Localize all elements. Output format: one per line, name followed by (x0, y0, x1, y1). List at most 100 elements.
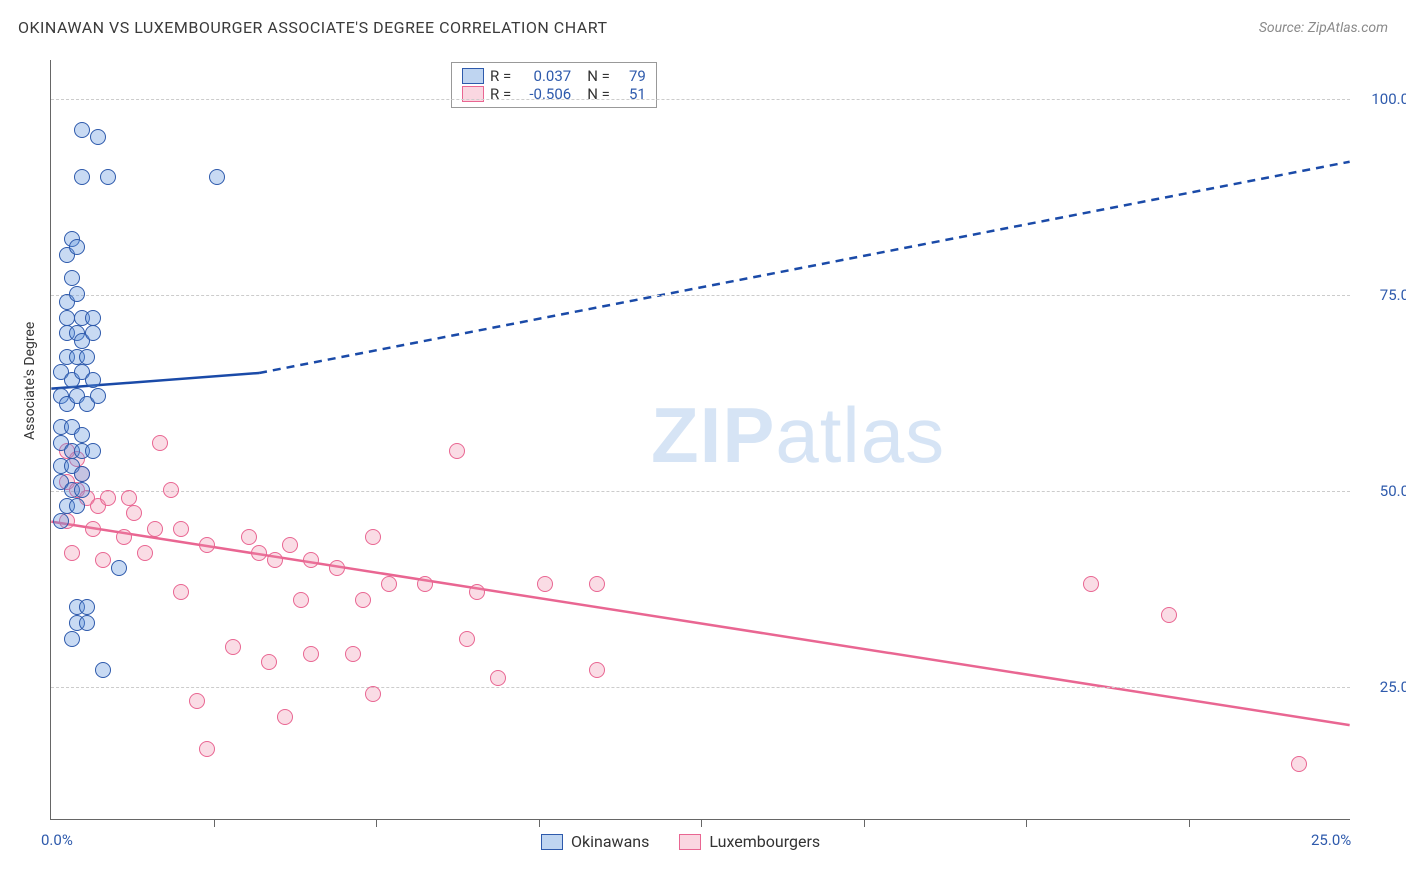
data-point (85, 521, 101, 537)
data-point (199, 741, 215, 757)
data-point (345, 646, 361, 662)
data-point (381, 576, 397, 592)
data-point (53, 513, 69, 529)
x-tick-label: 25.0% (1311, 831, 1351, 849)
legend-item: Okinawans (541, 832, 649, 851)
data-point (95, 662, 111, 678)
data-point (116, 529, 132, 545)
gridline (51, 687, 1350, 688)
data-point (69, 239, 85, 255)
data-point (469, 584, 485, 600)
data-point (189, 693, 205, 709)
data-point (147, 521, 163, 537)
legend-label: Luxembourgers (709, 832, 820, 851)
data-point (79, 599, 95, 615)
data-point (79, 349, 95, 365)
data-point (126, 505, 142, 521)
n-label: N = (587, 85, 610, 103)
data-point (74, 482, 90, 498)
legend-stat-row: R = 0.037 N = 79 (462, 67, 646, 85)
data-point (90, 129, 106, 145)
y-tick-label: 100.0% (1360, 90, 1406, 108)
data-point (74, 427, 90, 443)
x-tick (1189, 819, 1190, 827)
legend-item: Luxembourgers (679, 832, 820, 851)
data-point (85, 372, 101, 388)
data-point (69, 498, 85, 514)
data-point (225, 639, 241, 655)
y-tick-label: 50.0% (1360, 482, 1406, 500)
data-point (173, 521, 189, 537)
data-point (449, 443, 465, 459)
r-label: R = (490, 67, 511, 85)
x-tick (214, 819, 215, 827)
data-point (74, 122, 90, 138)
data-point (261, 654, 277, 670)
gridline (51, 99, 1350, 100)
data-point (85, 310, 101, 326)
data-point (1291, 756, 1307, 772)
legend-swatch (541, 834, 563, 850)
data-point (111, 560, 127, 576)
data-point (64, 270, 80, 286)
legend-swatch (679, 834, 701, 850)
data-point (537, 576, 553, 592)
data-point (95, 552, 111, 568)
x-tick (701, 819, 702, 827)
data-point (199, 537, 215, 553)
r-label: R = (490, 85, 511, 103)
n-value: 79 (616, 67, 646, 85)
data-point (100, 169, 116, 185)
x-tick (376, 819, 377, 827)
data-point (459, 631, 475, 647)
data-point (251, 545, 267, 561)
data-point (267, 552, 283, 568)
chart-title: OKINAWAN VS LUXEMBOURGER ASSOCIATE'S DEG… (18, 18, 607, 37)
data-point (329, 560, 345, 576)
y-axis-label: Associate's Degree (22, 322, 38, 440)
data-point (293, 592, 309, 608)
n-label: N = (587, 67, 610, 85)
data-point (137, 545, 153, 561)
data-point (589, 662, 605, 678)
gridline (51, 491, 1350, 492)
data-point (64, 545, 80, 561)
legend-swatch (462, 68, 484, 84)
data-point (282, 537, 298, 553)
data-point (209, 169, 225, 185)
y-tick-label: 75.0% (1360, 286, 1406, 304)
plot-area: ZIPatlas R = 0.037 N = 79 R = -0.506 N =… (50, 60, 1350, 820)
data-point (277, 709, 293, 725)
data-point (100, 490, 116, 506)
source-label: Source: ZipAtlas.com (1259, 20, 1388, 36)
data-point (241, 529, 257, 545)
data-point (303, 552, 319, 568)
data-point (417, 576, 433, 592)
legend-series: Okinawans Luxembourgers (541, 832, 820, 851)
data-point (1083, 576, 1099, 592)
data-point (74, 169, 90, 185)
data-point (69, 286, 85, 302)
legend-label: Okinawans (571, 832, 649, 851)
data-point (173, 584, 189, 600)
data-point (355, 592, 371, 608)
data-point (79, 615, 95, 631)
y-tick-label: 25.0% (1360, 678, 1406, 696)
data-point (163, 482, 179, 498)
data-point (365, 686, 381, 702)
data-point (152, 435, 168, 451)
data-point (121, 490, 137, 506)
data-point (59, 310, 75, 326)
data-point (90, 388, 106, 404)
x-tick (1026, 819, 1027, 827)
x-tick (864, 819, 865, 827)
trendlines (51, 60, 1350, 819)
data-point (490, 670, 506, 686)
data-point (365, 529, 381, 545)
gridline (51, 295, 1350, 296)
legend-stat-row: R = -0.506 N = 51 (462, 85, 646, 103)
n-value: 51 (616, 85, 646, 103)
r-value: 0.037 (517, 67, 571, 85)
data-point (74, 466, 90, 482)
data-point (303, 646, 319, 662)
